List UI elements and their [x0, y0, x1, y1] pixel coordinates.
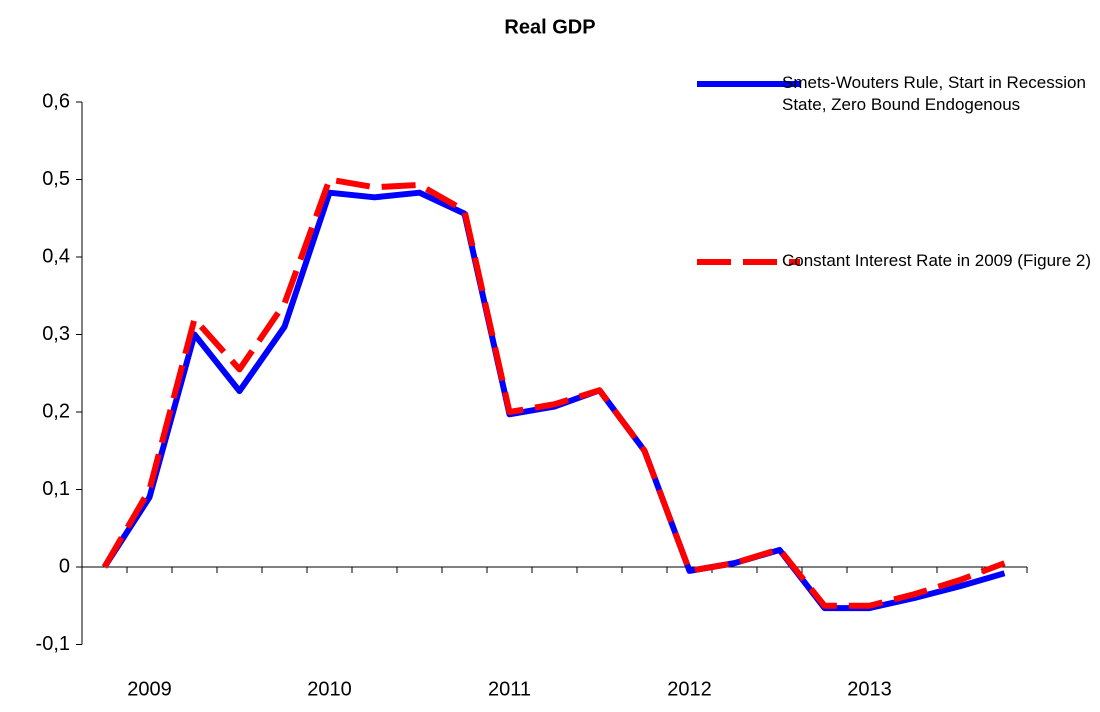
legend-label: Smets-Wouters Rule, Start in Recession S…: [782, 73, 1086, 114]
x-tick-label: 2009: [127, 678, 172, 700]
y-tick-label: 0,3: [42, 323, 70, 345]
x-tick-label: 2013: [847, 678, 892, 700]
y-tick-label: 0,6: [42, 90, 70, 112]
y-tick-label: 0: [59, 555, 70, 577]
y-tick-label: -0,1: [36, 633, 70, 655]
y-tick-label: 0,2: [42, 400, 70, 422]
x-tick-label: 2011: [488, 678, 531, 700]
legend-label: Constant Interest Rate in 2009 (Figure 2…: [782, 251, 1091, 270]
y-tick-label: 0,4: [42, 245, 70, 267]
y-tick-label: 0,5: [42, 168, 70, 190]
x-tick-label: 2010: [307, 678, 352, 700]
chart-title: Real GDP: [504, 16, 595, 38]
x-tick-label: 2012: [667, 678, 712, 700]
series-line: [101, 176, 1006, 609]
y-tick-label: 0,1: [42, 478, 70, 500]
